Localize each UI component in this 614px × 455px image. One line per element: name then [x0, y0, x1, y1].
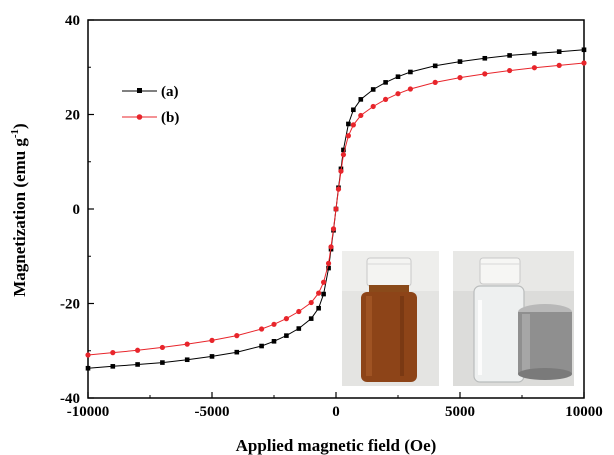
data-point-0 [408, 69, 413, 75]
data-point-1 [581, 60, 587, 66]
y-axis-title: Magnetization (emu g-1) [9, 123, 29, 296]
data-point-1 [345, 133, 351, 139]
data-point-0 [395, 74, 401, 79]
y-axis-title-exponent: -1 [9, 129, 21, 138]
data-point-1 [325, 260, 332, 266]
data-point-1 [482, 71, 488, 77]
data-point-1 [335, 186, 342, 192]
data-point-0 [581, 47, 587, 53]
data-point-0 [160, 360, 165, 365]
data-point-0 [271, 339, 277, 344]
vial-photo-magnet [453, 251, 574, 386]
data-point-0 [284, 333, 289, 338]
data-point-1 [209, 337, 215, 343]
data-point-0 [358, 97, 364, 102]
data-point-1 [556, 62, 562, 68]
data-point-1 [296, 308, 302, 315]
legend-marker-a [137, 88, 142, 93]
data-point-0 [370, 87, 376, 92]
data-point-0 [351, 107, 356, 113]
x-tick-label: -10000 [67, 404, 110, 420]
legend-marker-b [136, 114, 143, 120]
data-point-1 [531, 65, 538, 71]
data-point-1 [159, 344, 165, 351]
data-point-0 [209, 354, 215, 359]
data-point-1 [457, 75, 463, 81]
data-point-1 [407, 86, 413, 92]
tick-labels: -10000 -5000 0 5000 10000 -40 -20 0 20 40 [60, 13, 603, 420]
data-point-1 [333, 206, 339, 212]
data-point-1 [507, 67, 513, 74]
data-point-0 [383, 80, 388, 85]
data-point-0 [556, 49, 562, 54]
data-point-0 [346, 121, 351, 127]
data-point-0 [321, 291, 326, 297]
data-point-0 [432, 63, 438, 69]
data-point-1 [316, 290, 322, 296]
data-point-1 [383, 96, 389, 102]
data-point-0 [259, 343, 264, 349]
data-point-0 [85, 365, 91, 371]
data-point-1 [358, 112, 364, 119]
data-point-1 [338, 168, 344, 174]
data-point-0 [184, 357, 190, 363]
data-point-0 [296, 326, 302, 331]
data-point-1 [184, 341, 190, 347]
data-point-0 [135, 362, 140, 367]
axis-ticks [87, 19, 585, 399]
data-point-1 [340, 152, 347, 158]
data-point-1 [283, 316, 289, 322]
y-tick-label: 0 [73, 202, 81, 218]
data-point-0 [316, 305, 321, 311]
data-point-0 [507, 53, 512, 58]
legend-label-a: (a) [161, 84, 179, 100]
data-point-1 [308, 299, 314, 306]
x-tick-label: -5000 [195, 404, 230, 420]
data-point-1 [330, 226, 337, 232]
data-point-1 [432, 79, 438, 85]
data-point-1 [328, 244, 334, 250]
data-point-1 [271, 321, 277, 327]
data-point-1 [135, 347, 141, 353]
data-point-0 [234, 349, 240, 355]
data-point-1 [259, 326, 265, 332]
data-point-0 [457, 59, 463, 64]
series-layer [85, 47, 587, 371]
data-point-1 [321, 279, 327, 285]
legend: (a) (b) [122, 84, 179, 126]
data-point-0 [341, 147, 346, 153]
data-point-0 [326, 265, 331, 271]
x-axis-title: Applied magnetic field (Oe) [236, 436, 437, 455]
y-axis-title-main: Magnetization (emu g [10, 138, 29, 297]
data-point-1 [350, 122, 356, 128]
data-point-1 [395, 91, 401, 97]
y-axis-title-close: ) [10, 123, 29, 129]
data-point-0 [532, 51, 537, 56]
y-tick-label: -40 [60, 391, 80, 407]
y-tick-label: 20 [65, 108, 80, 124]
data-point-1 [370, 103, 376, 110]
x-tick-label: 5000 [445, 404, 475, 420]
data-point-1 [110, 350, 116, 356]
x-tick-label: 0 [332, 404, 340, 420]
vial-photo-dispersion [342, 251, 439, 386]
legend-label-b: (b) [161, 110, 179, 126]
x-tick-label: 10000 [565, 404, 603, 420]
y-tick-label: 40 [65, 13, 80, 29]
data-point-1 [234, 333, 240, 339]
y-tick-label: -20 [60, 297, 80, 313]
data-point-0 [110, 364, 116, 369]
data-point-0 [482, 55, 488, 61]
data-point-1 [85, 352, 91, 358]
data-point-0 [308, 316, 314, 321]
